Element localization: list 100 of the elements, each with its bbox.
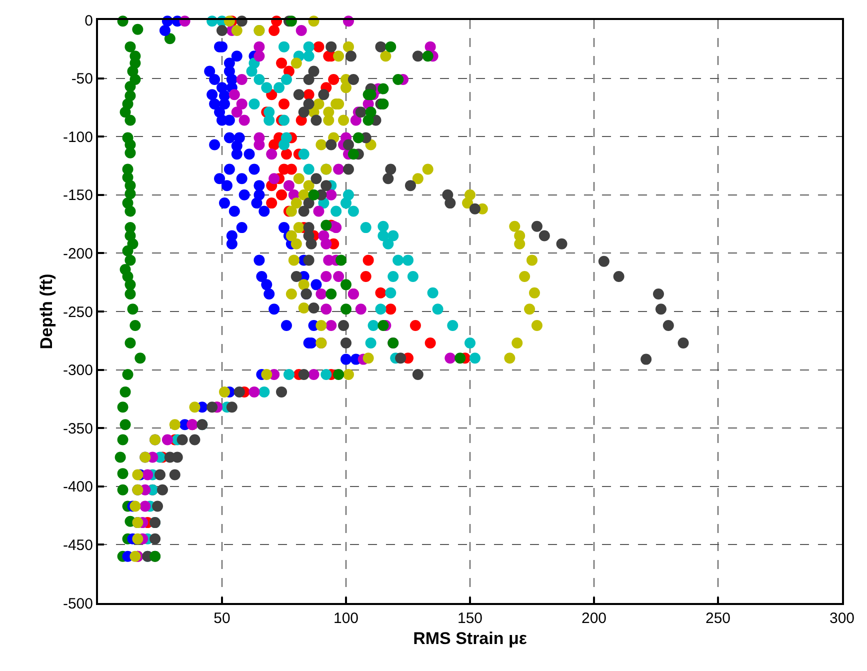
point [117,402,128,413]
point [469,352,480,364]
point [407,271,418,282]
point [274,82,285,94]
point [117,468,128,480]
point [258,386,270,398]
point [124,80,136,92]
point [378,320,389,331]
y-tick-label: 0 [84,12,93,30]
x-tick-label: 150 [457,610,483,627]
point [303,50,314,62]
point [326,288,337,300]
point [276,58,288,69]
point [388,271,399,282]
point [120,106,131,118]
point [278,98,290,110]
point [432,304,444,315]
point [378,230,389,242]
point [124,188,136,200]
point [261,82,272,94]
point [352,132,364,144]
x-tick-label: 300 [829,610,855,627]
x-tick-label: 200 [581,610,607,627]
point [124,279,136,290]
point [348,148,359,160]
y-tick-label: -50 [71,70,93,88]
point [278,114,290,126]
point [122,245,134,256]
point [385,41,396,52]
point [360,271,372,282]
point [348,206,359,217]
point [385,304,396,315]
point [447,320,458,331]
y-tick-label: -150 [62,187,93,204]
point [130,320,141,331]
point [124,114,136,126]
point [264,114,275,126]
point [124,206,136,217]
point [340,198,352,209]
point [308,189,320,200]
point [124,337,136,348]
point [124,147,136,158]
point [340,279,352,290]
point [254,74,265,85]
point [132,24,144,35]
point [422,50,434,62]
point [164,33,176,44]
point [124,254,136,266]
y-tick-label: -500 [62,595,93,612]
y-tick-label: -450 [62,536,93,554]
y-tick-label: -350 [62,420,93,438]
point [298,148,310,160]
point [134,352,146,364]
y-axis-title: Depth (ft) [37,274,56,350]
y-tick-label: -250 [62,304,93,321]
point [427,287,438,298]
point [248,98,260,110]
point [360,222,372,234]
point [127,304,138,315]
point [424,337,436,348]
point [454,352,466,364]
point [362,114,374,126]
point [278,41,290,52]
point [333,368,344,380]
point [120,386,131,398]
point [117,434,128,446]
point [388,230,399,242]
point [280,74,292,85]
point [268,24,280,36]
point [402,254,414,266]
point [392,254,404,266]
y-tick-label: -200 [62,245,93,262]
y-tick-label: -400 [62,478,93,496]
point [375,287,386,298]
point [392,74,404,85]
point [280,148,292,160]
point [330,206,342,217]
point [320,368,332,380]
point [266,198,278,209]
point [378,98,389,110]
point [303,164,314,175]
point [124,41,136,52]
point [340,304,352,315]
point [117,484,128,496]
point [313,41,324,52]
x-tick-label: 250 [705,610,731,627]
point [378,83,389,94]
point [320,220,332,231]
point [336,254,347,266]
y-tick-label: -100 [62,128,93,146]
point [114,452,126,463]
point [410,320,421,331]
point [328,74,340,85]
point [276,189,288,200]
point [464,337,476,348]
y-tick-label: -300 [62,362,93,380]
point [362,254,374,266]
point [124,288,136,300]
point [378,220,389,232]
point [365,337,376,348]
